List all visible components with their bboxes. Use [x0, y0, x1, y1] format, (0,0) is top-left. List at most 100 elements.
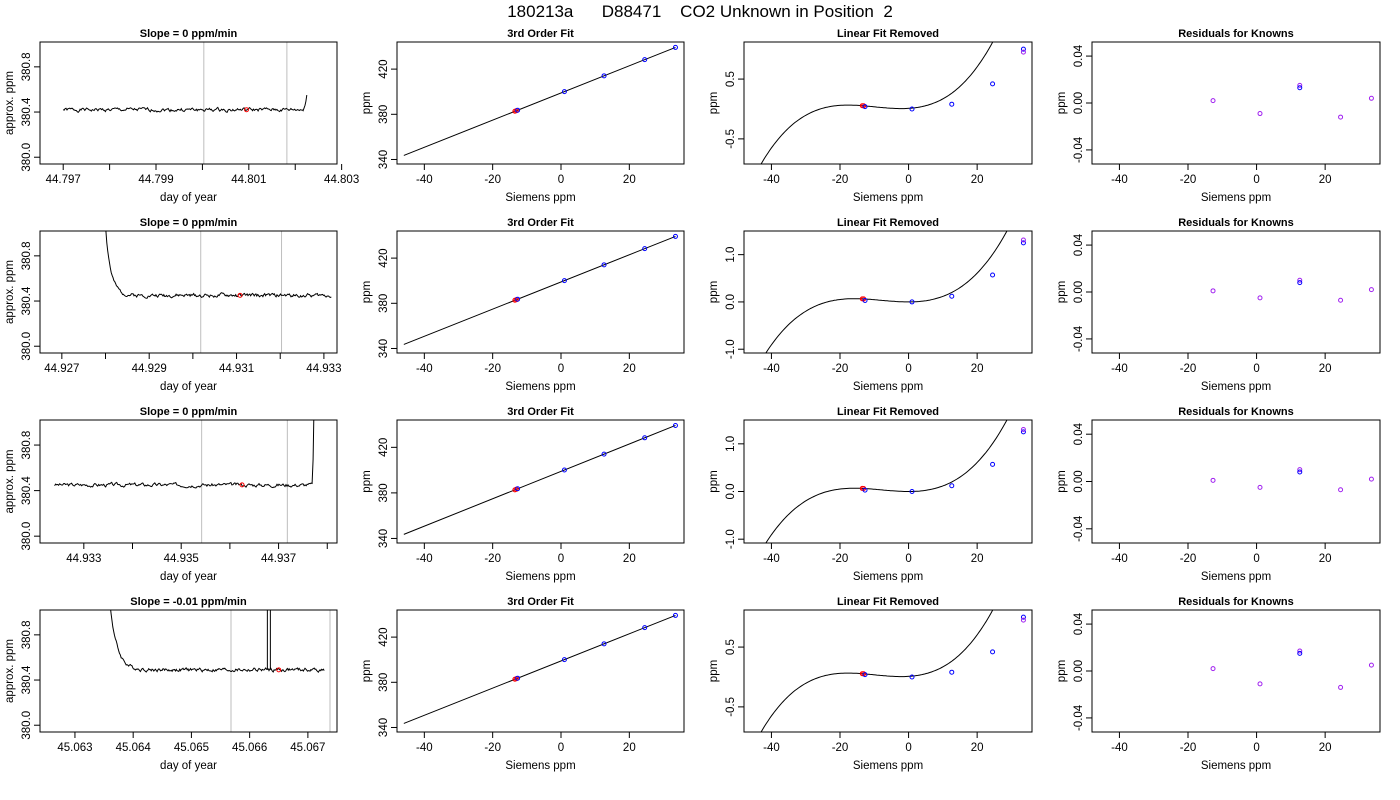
concentration-trace — [54, 420, 315, 489]
panel-resid-row3: Residuals for Knowns Siemens ppm ppm -40 -20… — [1056, 596, 1381, 772]
y-tick-label: 340 — [378, 339, 390, 358]
y-tick-label: 0.00 — [1073, 92, 1085, 114]
y-tick-label: 380 — [378, 294, 390, 313]
y-tick-label: 0.00 — [1073, 470, 1085, 492]
panel-title: Linear Fit Removed — [837, 596, 939, 608]
x-tick-label: 20 — [971, 742, 984, 754]
x-tick-label: 20 — [1319, 174, 1332, 186]
residual-curve — [760, 42, 994, 164]
residual-point — [1297, 648, 1303, 654]
x-tick-label: -20 — [1180, 553, 1197, 565]
known-point — [862, 298, 868, 304]
x-tick-label: -40 — [1111, 174, 1128, 186]
y-tick-label: 0.04 — [1073, 44, 1085, 67]
panel-timeseries-row3: Slope = -0.01 ppm/min day of year approx. … — [4, 596, 338, 772]
unknown-mean-point — [276, 667, 282, 673]
x-tick-label: 0 — [558, 363, 564, 375]
x-tick-label: 44.797 — [46, 174, 81, 186]
y-tick-label: 380.0 — [21, 522, 33, 551]
plot-frame — [1091, 419, 1381, 544]
panel-resid-row0: Residuals for Knowns Siemens ppm ppm -40 -20… — [1056, 28, 1381, 204]
x-axis-label: Siemens ppm — [853, 760, 923, 772]
residual-point — [1257, 484, 1263, 490]
panel-resid-row2: Residuals for Knowns Siemens ppm ppm -40 -20… — [1056, 406, 1381, 583]
x-tick-label: 20 — [1319, 363, 1332, 375]
plot-area — [403, 233, 678, 345]
x-tick-label: 45.065 — [174, 742, 209, 754]
residual-point — [1368, 476, 1374, 482]
known-point — [1020, 240, 1026, 246]
x-tick-label: 44.933 — [66, 553, 101, 565]
panel-timeseries-row1: Slope = 0 ppm/min day of year approx. ppm 4… — [4, 217, 341, 393]
x-tick-label: -20 — [832, 742, 849, 754]
y-tick-label: 380.4 — [21, 665, 33, 694]
panel-title: Residuals for Knowns — [1178, 217, 1294, 229]
x-tick-label: 44.933 — [306, 363, 341, 375]
known-point — [909, 489, 915, 495]
plot-area — [760, 610, 1026, 732]
x-tick-label: -40 — [1111, 553, 1128, 565]
x-tick-label: 0 — [1253, 363, 1259, 375]
known-point — [990, 461, 996, 467]
y-tick-label: 420 — [378, 438, 390, 457]
x-tick-label: 44.929 — [132, 363, 167, 375]
unknown-mean-point — [239, 482, 245, 488]
panel-title: 3rd Order Fit — [507, 217, 574, 229]
plot-frame — [1091, 609, 1381, 733]
y-tick-label: -0.04 — [1073, 515, 1085, 542]
panel-linres-row0: Linear Fit Removed Siemens ppm ppm -40 -20 0 2… — [708, 28, 1033, 204]
panel-timeseries-row0: Slope = 0 ppm/min day of year approx. ppm 4… — [4, 28, 359, 204]
x-axis-label: Siemens ppm — [853, 571, 923, 583]
known-point — [990, 272, 996, 278]
x-axis-label: day of year — [160, 571, 217, 583]
residual-curve — [765, 420, 1008, 543]
y-tick-label: 380.0 — [21, 711, 33, 740]
y-tick-label: 380.8 — [21, 431, 33, 460]
y-tick-label: -0.5 — [725, 697, 737, 717]
residual-point — [1368, 95, 1374, 101]
x-tick-label: 20 — [623, 742, 636, 754]
plot-area — [403, 612, 678, 724]
x-tick-label: -20 — [484, 553, 501, 565]
x-axis-label: day of year — [160, 760, 217, 772]
x-tick-label: 45.066 — [232, 742, 267, 754]
residual-point — [1297, 469, 1303, 475]
known-point — [561, 278, 567, 284]
known-point — [1020, 429, 1026, 435]
plot-area — [105, 231, 332, 353]
spike-trace — [266, 610, 271, 670]
x-tick-label: -40 — [763, 174, 780, 186]
y-tick-label: 1.0 — [725, 247, 737, 263]
x-axis-label: Siemens ppm — [505, 571, 575, 583]
concentration-trace — [110, 610, 325, 674]
known-point — [862, 672, 868, 678]
y-tick-label: 0.0 — [725, 294, 737, 310]
y-tick-label: 340 — [378, 150, 390, 169]
known-point — [909, 299, 915, 305]
residual-point — [1297, 280, 1303, 286]
x-tick-label: -40 — [416, 363, 433, 375]
y-axis-label: approx. ppm — [4, 450, 16, 514]
panel-linres-row3: Linear Fit Removed Siemens ppm ppm -40 -20 0 2… — [708, 596, 1033, 772]
y-axis-label: ppm — [361, 470, 373, 492]
known-point — [672, 44, 678, 50]
y-tick-label: -1.0 — [725, 529, 737, 549]
plot-frame — [396, 230, 685, 354]
known-point — [949, 101, 955, 107]
x-tick-label: 44.931 — [219, 363, 254, 375]
y-tick-label: -0.04 — [1073, 704, 1085, 731]
concentration-trace — [105, 231, 332, 299]
known-point — [642, 625, 648, 631]
x-tick-label: 45.064 — [116, 742, 152, 754]
x-tick-label: -20 — [1180, 174, 1197, 186]
x-tick-label: 44.935 — [164, 553, 199, 565]
x-tick-label: -40 — [1111, 363, 1128, 375]
panel-fit-row1: 3rd Order Fit Siemens ppm ppm -40 -20 0 20 340 3… — [361, 217, 685, 393]
plot-area — [1210, 82, 1374, 120]
known-point — [642, 246, 648, 252]
panel-linres-row2: Linear Fit Removed Siemens ppm ppm -40 -20 0 2… — [708, 406, 1033, 583]
plot-area — [765, 420, 1026, 543]
plot-frame — [396, 419, 685, 544]
residual-point — [1338, 114, 1344, 120]
y-tick-label: 380.4 — [21, 286, 33, 315]
